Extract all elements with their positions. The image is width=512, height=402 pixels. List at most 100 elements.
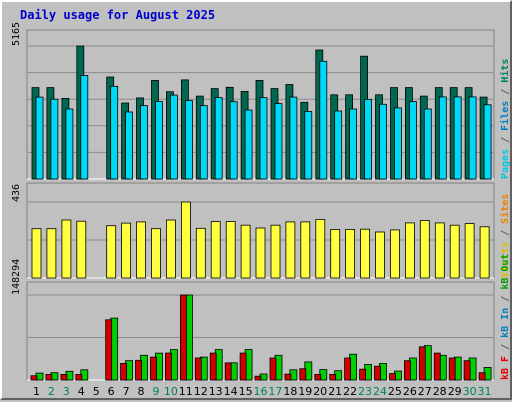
- bar-visits-visits-day-16: [255, 227, 266, 279]
- bar-visits-visits-day-28: [434, 222, 445, 279]
- bar-requests-pages-day-30: [468, 96, 477, 180]
- bar-kbytes-kb-f-day-19: [299, 368, 307, 381]
- bar-requests-pages-day-14: [229, 101, 238, 180]
- bar-visits-visits-day-24: [375, 231, 385, 279]
- bar-requests-pages-day-1: [35, 96, 44, 180]
- bar-kbytes-kb-f-day-1: [30, 375, 38, 381]
- panel-kbytes-legend-label: kB F / kB In / kB Out: [500, 254, 511, 380]
- bar-kbytes-kb-f-day-30: [463, 360, 471, 381]
- legend-text: /: [500, 224, 511, 242]
- x-tick-label: 29: [448, 385, 462, 398]
- legend-text: Sites: [499, 194, 511, 224]
- x-tick-label: 23: [358, 385, 372, 398]
- bar-kbytes-kb-f-day-3: [60, 373, 68, 381]
- bar-requests-pages-day-7: [125, 111, 133, 180]
- x-tick-label: 16: [254, 385, 268, 398]
- bar-requests-pages-day-17: [274, 103, 283, 180]
- x-tick-label: 13: [209, 385, 223, 398]
- legend-text: /: [500, 290, 511, 308]
- legend-text: Files: [499, 101, 511, 131]
- bar-visits-visits-day-21: [330, 228, 341, 279]
- x-tick-label: 28: [433, 385, 447, 398]
- bar-visits-visits-day-25: [390, 229, 400, 279]
- bar-kbytes-kb-f-day-4: [75, 373, 83, 381]
- bar-requests-pages-day-6: [110, 85, 119, 180]
- x-tick-label: 3: [63, 385, 70, 398]
- bar-kbytes-kb-f-day-12: [194, 357, 202, 381]
- bar-kbytes-kb-f-day-20: [314, 373, 322, 381]
- legend-text: kB In: [500, 308, 511, 338]
- bar-requests-pages-day-26: [408, 101, 417, 180]
- bar-kbytes-kb-f-day-2: [45, 373, 53, 381]
- bar-requests-pages-day-12: [199, 105, 208, 180]
- x-tick-label: 11: [179, 385, 193, 398]
- x-tick-label: 25: [388, 385, 402, 398]
- bar-requests-pages-day-23: [364, 99, 373, 180]
- panel-requests-max-label: 5165: [11, 22, 22, 46]
- bar-visits-visits-day-20: [315, 218, 326, 279]
- bar-kbytes-kb-f-day-15: [239, 352, 247, 381]
- bar-kbytes-kb-f-day-27: [418, 346, 426, 381]
- bar-kbytes-kb-f-day-26: [403, 360, 411, 381]
- bar-kbytes-kb-f-day-11: [179, 294, 187, 381]
- bar-requests-pages-day-4: [80, 75, 89, 180]
- legend-text: Pages: [500, 149, 511, 179]
- bar-requests-pages-day-11: [184, 100, 193, 180]
- legend-text: kB Out: [500, 254, 511, 290]
- bar-kbytes-kb-f-day-7: [120, 362, 127, 381]
- bar-kbytes-kb-f-day-22: [344, 357, 352, 381]
- panel-kbytes-max-label: 148294: [11, 259, 22, 295]
- bar-requests-pages-day-27: [423, 108, 432, 180]
- legend-text: /: [500, 83, 511, 101]
- bar-requests-pages-day-19: [304, 111, 313, 180]
- x-tick-label: 10: [164, 385, 178, 398]
- bar-visits-visits-day-4: [76, 220, 87, 279]
- bar-visits-visits-day-31: [479, 226, 490, 279]
- legend-text: Visits: [499, 242, 511, 278]
- bar-visits-visits-day-1: [31, 228, 42, 279]
- bar-visits-visits-day-7: [121, 222, 131, 279]
- bar-visits-visits-day-23: [360, 228, 371, 279]
- bar-visits-visits-day-9: [151, 228, 161, 279]
- x-tick-label: 8: [138, 385, 145, 398]
- x-tick-label: 19: [298, 385, 312, 398]
- bar-kbytes-kb-f-day-13: [209, 352, 217, 381]
- bar-visits-visits-day-15: [240, 224, 251, 279]
- x-tick-label: 12: [194, 385, 208, 398]
- bar-visits-visits-day-26: [404, 222, 415, 279]
- bar-kbytes-kb-f-day-28: [433, 352, 441, 381]
- x-tick-label: 2: [48, 385, 55, 398]
- bar-kbytes-kb-f-day-8: [135, 359, 142, 381]
- bar-visits-visits-day-13: [210, 221, 221, 279]
- bar-kbytes-kb-f-day-16: [254, 375, 262, 381]
- x-tick-label: 4: [78, 385, 85, 398]
- legend-text: /: [500, 338, 511, 356]
- bar-requests-pages-day-9: [155, 101, 163, 180]
- bar-kbytes-kb-f-day-6: [105, 319, 113, 381]
- bar-visits-visits-day-12: [195, 227, 206, 279]
- x-tick-label: 27: [418, 385, 432, 398]
- bar-requests-pages-day-10: [169, 94, 178, 180]
- x-tick-label: 31: [478, 385, 492, 398]
- x-tick-label: 21: [328, 385, 342, 398]
- bar-kbytes-kb-f-day-21: [329, 373, 337, 381]
- bar-visits-visits-day-10: [165, 219, 176, 279]
- bar-kbytes-kb-f-day-9: [150, 356, 157, 381]
- bar-visits-visits-day-18: [285, 221, 296, 279]
- bar-visits-visits-day-22: [345, 228, 356, 279]
- legend-text: /: [500, 131, 511, 149]
- bar-visits-visits-day-2: [46, 228, 57, 279]
- x-tick-label: 5: [93, 385, 100, 398]
- legend-text: kB F: [500, 356, 511, 380]
- bar-requests-pages-day-25: [394, 107, 402, 180]
- x-tick-label: 1: [33, 385, 40, 398]
- bar-requests-pages-day-22: [349, 108, 358, 180]
- x-tick-label: 7: [123, 385, 130, 398]
- x-tick-label: 22: [343, 385, 357, 398]
- bar-kbytes-kb-f-day-18: [284, 373, 292, 381]
- x-tick-label: 15: [239, 385, 253, 398]
- bar-requests-pages-day-3: [65, 108, 74, 180]
- x-tick-label: 6: [108, 385, 115, 398]
